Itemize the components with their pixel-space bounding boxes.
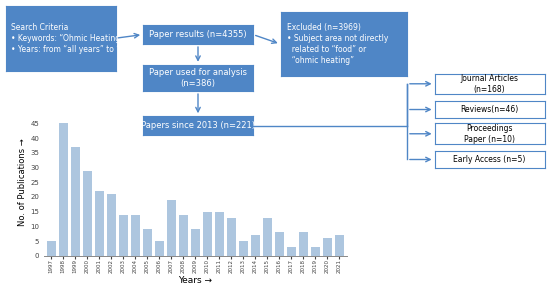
Text: Search Criteria
• Keywords: “Ohmic Heating”
• Years: from “all years” to “2021”: Search Criteria • Keywords: “Ohmic Heati…: [11, 23, 143, 54]
Bar: [95, 191, 104, 256]
Text: Paper results (n=4355): Paper results (n=4355): [149, 30, 247, 39]
Text: Excluded (n=3969)
• Subject area not directly
  related to “food” or
  “ohmic he: Excluded (n=3969) • Subject area not dir…: [287, 23, 388, 65]
Bar: [155, 241, 164, 256]
Bar: [311, 247, 320, 256]
Y-axis label: No. of Publications →: No. of Publications →: [18, 138, 28, 226]
Bar: [179, 215, 188, 256]
Bar: [275, 232, 284, 256]
Bar: [299, 232, 308, 256]
Bar: [263, 218, 272, 256]
Text: Reviews(n=46): Reviews(n=46): [460, 105, 519, 114]
Bar: [287, 247, 296, 256]
Bar: [227, 218, 236, 256]
Bar: [82, 171, 92, 256]
Bar: [191, 229, 200, 256]
Bar: [47, 241, 56, 256]
Bar: [323, 238, 332, 256]
Bar: [239, 241, 248, 256]
Text: Proceedings
Paper (n=10): Proceedings Paper (n=10): [464, 124, 515, 144]
Bar: [335, 235, 344, 256]
Bar: [203, 212, 212, 256]
Text: Early Access (n=5): Early Access (n=5): [453, 155, 526, 164]
Bar: [107, 194, 116, 256]
Bar: [143, 229, 152, 256]
X-axis label: Years →: Years →: [178, 276, 212, 285]
Bar: [119, 215, 128, 256]
Bar: [71, 147, 80, 256]
Text: Paper used for analysis
(n=386): Paper used for analysis (n=386): [149, 68, 247, 88]
Text: Journal Articles
(n=168): Journal Articles (n=168): [460, 74, 519, 94]
Bar: [167, 200, 176, 256]
Bar: [59, 123, 68, 256]
Bar: [214, 212, 224, 256]
Text: Papers since 2013 (n=221): Papers since 2013 (n=221): [141, 121, 255, 130]
Bar: [251, 235, 260, 256]
Bar: [131, 215, 140, 256]
